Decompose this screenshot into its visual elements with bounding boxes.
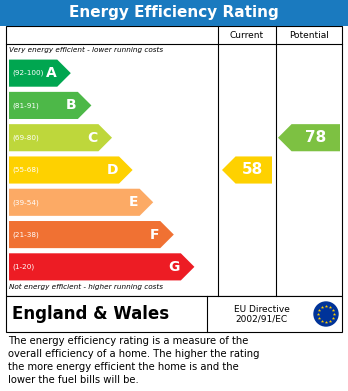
Polygon shape	[9, 189, 153, 216]
Text: (92-100): (92-100)	[12, 70, 44, 76]
Polygon shape	[9, 221, 174, 248]
Text: Potential: Potential	[289, 30, 329, 39]
Text: (81-91): (81-91)	[12, 102, 39, 109]
Circle shape	[314, 302, 338, 326]
Text: D: D	[106, 163, 118, 177]
Text: The energy efficiency rating is a measure of the: The energy efficiency rating is a measur…	[8, 336, 248, 346]
Text: Energy Efficiency Rating: Energy Efficiency Rating	[69, 5, 279, 20]
Text: B: B	[66, 99, 77, 113]
Text: 2002/91/EC: 2002/91/EC	[236, 314, 287, 323]
Polygon shape	[278, 124, 340, 151]
Text: 58: 58	[242, 163, 263, 178]
Bar	[6, 296, 342, 332]
Bar	[0, 0, 348, 26]
Text: EU Directive: EU Directive	[234, 305, 290, 314]
Polygon shape	[9, 59, 71, 87]
Polygon shape	[9, 124, 112, 151]
Text: lower the fuel bills will be.: lower the fuel bills will be.	[8, 375, 139, 385]
Polygon shape	[9, 92, 92, 119]
Text: F: F	[150, 228, 159, 242]
Text: G: G	[168, 260, 180, 274]
Text: (69-80): (69-80)	[12, 135, 39, 141]
Text: (55-68): (55-68)	[12, 167, 39, 173]
Polygon shape	[9, 156, 133, 183]
Text: 78: 78	[304, 130, 326, 145]
Text: Not energy efficient - higher running costs: Not energy efficient - higher running co…	[9, 284, 163, 290]
Polygon shape	[9, 253, 195, 280]
Text: (1-20): (1-20)	[12, 264, 34, 270]
Text: Very energy efficient - lower running costs: Very energy efficient - lower running co…	[9, 47, 163, 53]
Text: A: A	[46, 66, 56, 80]
Text: (39-54): (39-54)	[12, 199, 39, 206]
Text: the more energy efficient the home is and the: the more energy efficient the home is an…	[8, 362, 239, 372]
Text: England & Wales: England & Wales	[12, 305, 169, 323]
Text: overall efficiency of a home. The higher the rating: overall efficiency of a home. The higher…	[8, 349, 260, 359]
Polygon shape	[222, 156, 272, 183]
Text: Current: Current	[230, 30, 264, 39]
Text: C: C	[87, 131, 97, 145]
Text: (21-38): (21-38)	[12, 231, 39, 238]
Text: E: E	[129, 195, 139, 209]
Bar	[6, 26, 342, 296]
